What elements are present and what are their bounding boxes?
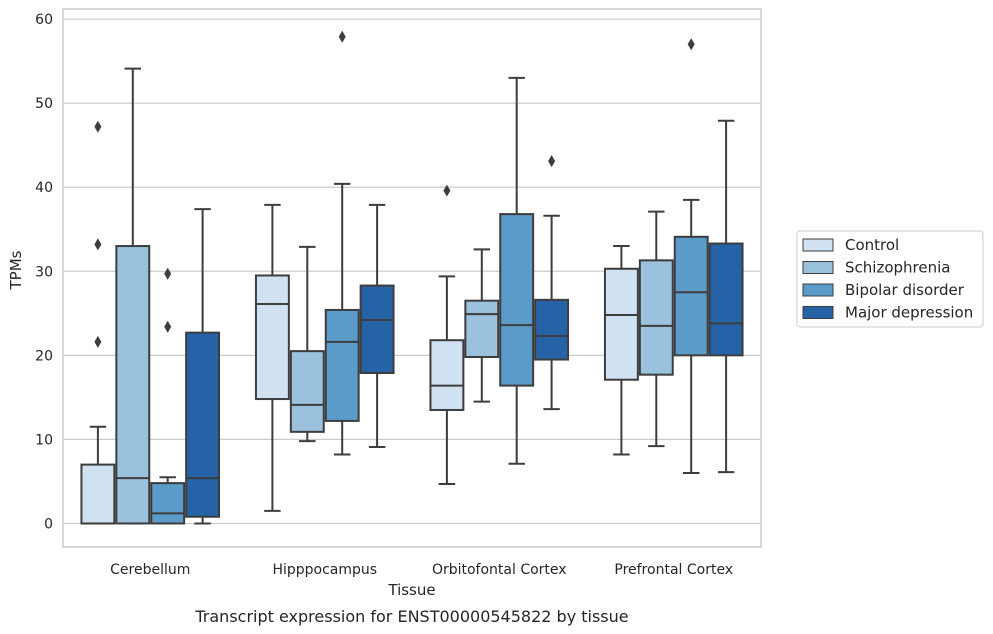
box-iqr [254,274,290,401]
legend-label: Control [845,236,899,254]
box-iqr [673,235,709,357]
box-control [254,203,290,512]
legend-item: Bipolar disorder [802,281,965,299]
outlier-point [94,120,102,133]
chart-caption: Transcript expression for ENST0000054582… [194,607,628,626]
box-major-depression [534,155,570,411]
box-major-depression [185,208,221,525]
legend-item: Schizophrenia [802,259,950,277]
box-iqr [464,299,500,359]
box-bipolar-disorder [673,38,709,475]
box-iqr [603,267,639,381]
outlier-point [164,320,172,333]
box-control [429,184,465,485]
outlier-point [687,38,695,51]
outlier-point [443,184,451,197]
legend-item: Major depression [802,304,973,322]
box-major-depression [359,203,395,448]
box-bipolar-disorder [499,76,535,465]
y-tick-label: 40 [35,180,53,196]
box-iqr [289,350,325,433]
box-schizophrenia [289,245,325,443]
box-iqr [115,245,151,525]
legend-label: Schizophrenia [845,259,950,277]
box-iqr [708,242,744,357]
box-bipolar-disorder [324,30,360,456]
legend-frame [796,230,984,328]
box-iqr [638,259,674,376]
box-iqr [150,482,186,525]
outlier-point [94,238,102,251]
legend: Control Schizophrenia Bipolar disorder Majo… [796,230,984,328]
outlier-point [164,267,172,280]
y-tick-label: 60 [35,12,53,28]
x-tick-label: Prefrontal Cortex [614,562,733,578]
box-schizophrenia [115,67,151,525]
y-tick-labels: 0 10 20 30 40 50 60 [35,12,53,532]
legend-label: Bipolar disorder [845,281,965,299]
legend-swatch [802,306,834,319]
box-iqr [185,331,221,518]
legend-swatch [802,261,834,274]
y-axis-title: TPMs [7,250,25,290]
y-tick-label: 0 [44,516,53,532]
x-tick-label: Cerebellum [110,562,190,578]
outlier-point [548,155,556,168]
box-iqr [429,339,465,411]
grid-lines [63,18,761,525]
box-bipolar-disorder [150,267,186,525]
box-iqr [359,284,395,374]
box-schizophrenia [464,248,500,403]
boxes [80,30,744,525]
box-control [603,245,639,456]
y-tick-label: 10 [35,432,53,448]
box-iqr [324,308,360,422]
y-tick-label: 20 [35,348,53,364]
y-tick-label: 30 [35,264,53,280]
box-schizophrenia [638,210,674,448]
legend-label: Major depression [845,304,973,322]
box-major-depression [708,119,744,474]
box-iqr [534,298,570,361]
box-control [80,120,116,525]
y-tick-label: 50 [35,96,53,112]
plot-frame [62,8,762,548]
legend-item: Control [802,236,899,254]
outlier-point [338,30,346,43]
legend-swatch [802,238,834,252]
x-tick-label: Orbitofontal Cortex [432,562,567,578]
box-iqr [499,213,535,387]
legend-swatch [802,283,834,297]
x-axis-title: Tissue [387,581,435,599]
box-iqr [80,463,116,525]
outlier-point [94,335,102,348]
x-tick-label: Hipppocampus [272,562,377,578]
x-tick-labels: Cerebellum Hipppocampus Orbitofontal Corte… [110,562,733,578]
